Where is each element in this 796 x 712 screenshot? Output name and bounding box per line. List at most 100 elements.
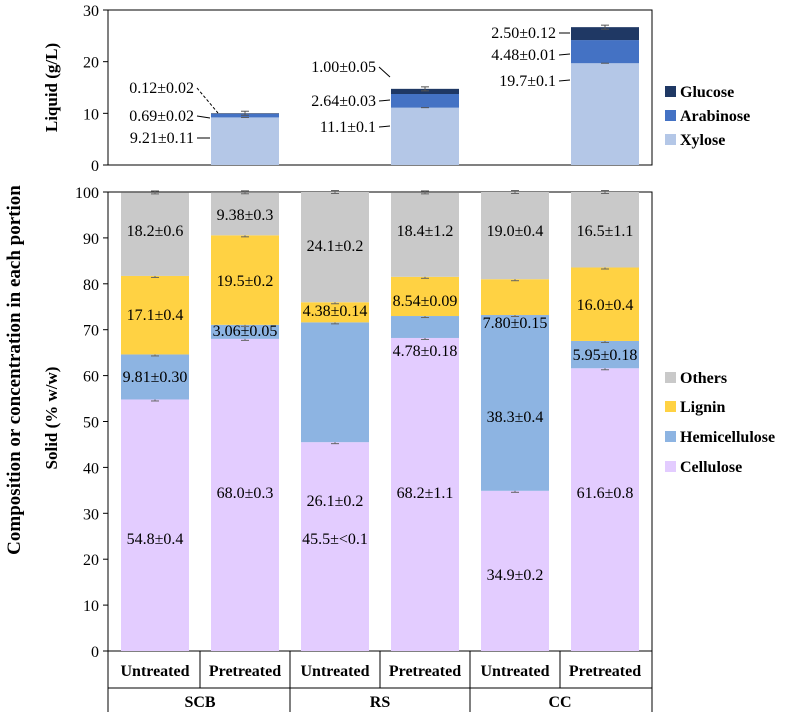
- solid-bar-lignin: [481, 279, 549, 316]
- solid-bar-hemicellulose: [301, 322, 369, 443]
- solid-bar-lignin: [301, 302, 369, 323]
- liquid-data-label-xylose: 19.7±0.1: [499, 73, 556, 90]
- legend-swatch-xylose: [665, 134, 676, 145]
- liquid-bar-xylose: [571, 63, 639, 165]
- legend-swatch-hemicellulose: [665, 431, 676, 442]
- solid-bar-others: [391, 192, 459, 277]
- solid-data-label-hemicellulose: 38.3±0.4: [487, 409, 544, 426]
- solid-data-label-others: 19.0±0.4: [487, 223, 544, 240]
- legend-swatch-others: [665, 372, 676, 383]
- legend-label-arabinose: Arabinose: [680, 108, 750, 125]
- legend-swatch-arabinose: [665, 110, 676, 121]
- solid-bar-cellulose: [301, 442, 369, 651]
- legend-label-lignin: Lignin: [680, 399, 725, 416]
- liquid-data-label-xylose: 11.1±0.1: [320, 119, 376, 136]
- solid-bar-others: [301, 192, 369, 303]
- solid-bar-hemicellulose: [481, 315, 549, 491]
- solid-data-label-hemicellulose: 26.1±0.2: [307, 493, 364, 510]
- x-category-label: Untreated: [120, 663, 189, 680]
- bottom-y-tick-label: 90: [83, 231, 99, 248]
- solid-bar-lignin: [121, 275, 189, 355]
- solid-data-label-others: 18.4±1.2: [397, 223, 454, 240]
- legend-label-xylose: Xylose: [680, 132, 725, 149]
- bottom-y-axis-label: Solid (% w/w): [42, 367, 61, 470]
- bottom-plot-frame: [107, 191, 653, 652]
- x-group-label: CC: [548, 694, 571, 711]
- x-category-label: Pretreated: [389, 663, 461, 680]
- legend-label-hemicellulose: Hemicellulose: [680, 429, 775, 446]
- solid-data-label-lignin: 19.5±0.2: [217, 273, 274, 290]
- solid-data-label-cellulose: 68.0±0.3: [217, 485, 274, 502]
- bottom-y-tick-label: 10: [83, 598, 99, 615]
- solid-bar-cellulose: [211, 338, 279, 651]
- bottom-y-tick-label: 40: [83, 460, 99, 477]
- liquid-data-label-arabinose: 2.64±0.03: [311, 93, 376, 110]
- solid-bar-lignin: [571, 267, 639, 341]
- solid-data-label-cellulose: 45.5±<0.1: [302, 531, 368, 548]
- bottom-y-tick-label: 80: [83, 277, 99, 294]
- legend-layer: Glucose Arabinose Xylose Others Lignin Hemice…: [665, 84, 775, 476]
- solid-bar-cellulose: [481, 490, 549, 651]
- solid-data-label-others: 9.38±0.3: [217, 207, 274, 224]
- x-category-label: Pretreated: [209, 663, 281, 680]
- solid-bar-others: [571, 192, 639, 268]
- liquid-leader-line: [378, 125, 391, 128]
- solid-bar-hemicellulose: [571, 340, 639, 369]
- liquid-leader-line: [558, 53, 571, 56]
- top-y-axis-label: Liquid (g/L): [42, 43, 61, 132]
- solid-data-label-cellulose: 61.6±0.8: [577, 485, 634, 502]
- liquid-bar-arabinose: [391, 94, 459, 108]
- solid-bar-others: [121, 192, 189, 276]
- top-y-tick-label: 30: [83, 3, 99, 20]
- solid-bar-others: [481, 192, 549, 280]
- x-category-label: Pretreated: [569, 663, 641, 680]
- liquid-leader-line: [196, 87, 219, 114]
- solid-data-label-others: 16.5±1.1: [577, 223, 634, 240]
- liquid-leader-line: [196, 115, 211, 119]
- solid-data-label-lignin: 4.38±0.14: [303, 303, 368, 320]
- liquid-bar-glucose: [571, 27, 639, 41]
- liquid-bar-arabinose: [571, 40, 639, 64]
- solid-data-label-others: 18.2±0.6: [127, 223, 184, 240]
- solid-data-label-cellulose: 54.8±0.4: [127, 531, 184, 548]
- outer-y-axis-label: Composition or concentration in each por…: [4, 185, 25, 555]
- liquid-bar-xylose: [391, 107, 459, 165]
- top-y-tick-label: 20: [83, 55, 99, 72]
- solid-bar-lignin: [391, 276, 459, 317]
- solid-data-label-lignin: 16.0±0.4: [577, 297, 634, 314]
- liquid-bar-glucose: [391, 88, 459, 95]
- solid-data-label-hemicellulose: 4.78±0.18: [393, 343, 458, 360]
- solid-bar-others: [211, 192, 279, 236]
- bottom-y-tick-label: 30: [83, 506, 99, 523]
- liquid-data-label-xylose: 9.21±0.11: [130, 130, 194, 147]
- solid-bar-cellulose: [121, 399, 189, 651]
- solid-bar-cellulose: [391, 337, 459, 651]
- bottom-y-tick-label: 70: [83, 323, 99, 340]
- legend-swatch-glucose: [665, 86, 676, 97]
- liquid-bar-xylose: [211, 117, 279, 165]
- solid-bar-hemicellulose: [391, 316, 459, 338]
- solid-data-label-lignin: 7.80±0.15: [483, 315, 548, 332]
- x-group-label: SCB: [184, 694, 215, 711]
- legend-label-glucose: Glucose: [680, 84, 734, 101]
- bottom-y-tick-label: 50: [83, 415, 99, 432]
- solid-bar-hemicellulose: [211, 324, 279, 339]
- solid-bar-hemicellulose: [121, 354, 189, 400]
- liquid-data-label-arabinose: 4.48±0.01: [491, 47, 556, 64]
- legend-label-cellulose: Cellulose: [680, 459, 742, 476]
- top-y-tick-label: 0: [91, 158, 99, 175]
- liquid-data-label-glucose: 1.00±0.05: [311, 59, 376, 76]
- solid-bar-lignin: [211, 235, 279, 325]
- solid-data-label-hemicellulose: 5.95±0.18: [573, 347, 638, 364]
- solid-data-label-lignin: 17.1±0.4: [127, 307, 184, 324]
- bottom-y-tick-label: 20: [83, 552, 99, 569]
- liquid-data-label-glucose: 2.50±0.12: [491, 25, 556, 42]
- x-group-label: RS: [370, 694, 391, 711]
- solid-data-label-cellulose: 68.2±1.1: [397, 485, 454, 502]
- legend-swatch-cellulose: [665, 461, 676, 472]
- liquid-leader-line: [378, 66, 391, 78]
- top-plot-frame: [107, 9, 653, 166]
- liquid-data-label-glucose: 0.12±0.02: [129, 80, 194, 97]
- legend-swatch-lignin: [665, 401, 676, 412]
